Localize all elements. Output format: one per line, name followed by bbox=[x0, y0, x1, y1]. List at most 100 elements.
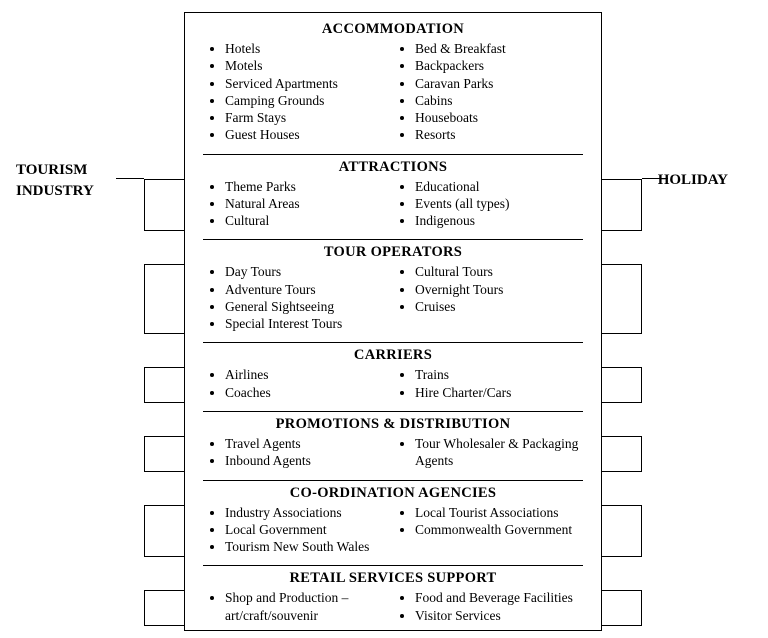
left-bracket bbox=[144, 264, 184, 334]
list-item: Local Government bbox=[225, 521, 393, 538]
list-item: Trains bbox=[415, 366, 583, 383]
section-title-retail-services-support: RETAIL SERVICES SUPPORT bbox=[203, 570, 583, 587]
section-accommodation: ACCOMMODATION HotelsMotelsServiced Apartm… bbox=[185, 21, 601, 148]
list-item: Travel Agents bbox=[225, 435, 393, 452]
list-item: Hotels bbox=[225, 40, 393, 57]
section-columns: Travel AgentsInbound Agents Tour Wholesal… bbox=[203, 435, 583, 470]
section-tour-operators: TOUR OPERATORS Day ToursAdventure ToursGe… bbox=[185, 244, 601, 336]
list-item: Commonwealth Government bbox=[415, 521, 583, 538]
right-bracket bbox=[602, 264, 642, 334]
list: Shop and Production – art/craft/souvenir bbox=[203, 589, 393, 624]
list-item: Day Tours bbox=[225, 263, 393, 280]
list-item: Cabins bbox=[415, 92, 583, 109]
section-accommodation-col2: Bed & BreakfastBackpackersCaravan ParksC… bbox=[393, 40, 583, 144]
list-item: Tour Wholesaler & Packaging Agents bbox=[415, 435, 583, 470]
right-bracket bbox=[602, 367, 642, 403]
list-item: Guest Houses bbox=[225, 126, 393, 143]
list: HotelsMotelsServiced ApartmentsCamping G… bbox=[203, 40, 393, 144]
left-label-line2: INDUSTRY bbox=[16, 181, 94, 202]
section-accommodation-col1: HotelsMotelsServiced ApartmentsCamping G… bbox=[203, 40, 393, 144]
section-retail-services-support-col1: Shop and Production – art/craft/souvenir bbox=[203, 589, 393, 624]
right-label: HOLIDAY bbox=[658, 170, 728, 191]
section-coordination-agencies-col1: Industry AssociationsLocal GovernmentTou… bbox=[203, 504, 393, 556]
section-title-coordination-agencies: CO-ORDINATION AGENCIES bbox=[203, 485, 583, 502]
list: Industry AssociationsLocal GovernmentTou… bbox=[203, 504, 393, 556]
list-item: Food and Beverage Facilities bbox=[415, 589, 583, 606]
list-item: Camping Grounds bbox=[225, 92, 393, 109]
section-carriers-col1: AirlinesCoaches bbox=[203, 366, 393, 401]
section-title-tour-operators: TOUR OPERATORS bbox=[203, 244, 583, 261]
list-item: Natural Areas bbox=[225, 195, 393, 212]
list: AirlinesCoaches bbox=[203, 366, 393, 401]
section-attractions: ATTRACTIONS Theme ParksNatural AreasCultu… bbox=[185, 159, 601, 234]
section-tour-operators-col1: Day ToursAdventure ToursGeneral Sightsee… bbox=[203, 263, 393, 332]
left-bracket bbox=[144, 590, 184, 626]
section-retail-services-support-col2: Food and Beverage FacilitiesVisitor Serv… bbox=[393, 589, 583, 624]
section-divider bbox=[203, 239, 583, 240]
section-retail-services-support: RETAIL SERVICES SUPPORT Shop and Producti… bbox=[185, 570, 601, 628]
right-bracket bbox=[602, 505, 642, 558]
right-bracket bbox=[602, 436, 642, 472]
list-item: Tourism New South Wales bbox=[225, 538, 393, 555]
list-item: Cultural bbox=[225, 212, 393, 229]
list-item: Events (all types) bbox=[415, 195, 583, 212]
list-item: Industry Associations bbox=[225, 504, 393, 521]
list: Local Tourist AssociationsCommonwealth G… bbox=[393, 504, 583, 539]
left-label: TOURISM INDUSTRY bbox=[16, 160, 94, 202]
section-coordination-agencies: CO-ORDINATION AGENCIES Industry Associati… bbox=[185, 485, 601, 560]
section-columns: Industry AssociationsLocal GovernmentTou… bbox=[203, 504, 583, 556]
list-item: Local Tourist Associations bbox=[415, 504, 583, 521]
list-item: Houseboats bbox=[415, 109, 583, 126]
list-item: Backpackers bbox=[415, 57, 583, 74]
section-divider bbox=[203, 565, 583, 566]
section-divider bbox=[203, 342, 583, 343]
list-item: Bed & Breakfast bbox=[415, 40, 583, 57]
right-connector-line bbox=[642, 178, 668, 179]
list-item: Educational bbox=[415, 178, 583, 195]
section-promotions-distribution-col2: Tour Wholesaler & Packaging Agents bbox=[393, 435, 583, 470]
section-carriers: CARRIERSAirlinesCoachesTrainsHire Charte… bbox=[185, 347, 601, 405]
section-coordination-agencies-col2: Local Tourist AssociationsCommonwealth G… bbox=[393, 504, 583, 556]
list: Day ToursAdventure ToursGeneral Sightsee… bbox=[203, 263, 393, 332]
section-title-accommodation: ACCOMMODATION bbox=[203, 21, 583, 38]
list: Travel AgentsInbound Agents bbox=[203, 435, 393, 470]
left-bracket bbox=[144, 367, 184, 403]
list-item: Caravan Parks bbox=[415, 75, 583, 92]
list-item: Special Interest Tours bbox=[225, 315, 393, 332]
main-diagram-box: ACCOMMODATION HotelsMotelsServiced Apartm… bbox=[184, 12, 602, 631]
section-attractions-col2: EducationalEvents (all types)Indigenous bbox=[393, 178, 583, 230]
section-promotions-distribution-col1: Travel AgentsInbound Agents bbox=[203, 435, 393, 470]
list: Cultural ToursOvernight ToursCruises bbox=[393, 263, 583, 315]
list-item: Visitor Services bbox=[415, 607, 583, 624]
left-label-line1: TOURISM bbox=[16, 160, 94, 181]
list-item: Farm Stays bbox=[225, 109, 393, 126]
section-columns: Day ToursAdventure ToursGeneral Sightsee… bbox=[203, 263, 583, 332]
section-columns: Theme ParksNatural AreasCulturalEducatio… bbox=[203, 178, 583, 230]
right-bracket bbox=[602, 179, 642, 232]
list: EducationalEvents (all types)Indigenous bbox=[393, 178, 583, 230]
left-bracket bbox=[144, 179, 184, 232]
list-item: Serviced Apartments bbox=[225, 75, 393, 92]
list-item: Airlines bbox=[225, 366, 393, 383]
list: TrainsHire Charter/Cars bbox=[393, 366, 583, 401]
right-bracket bbox=[602, 590, 642, 626]
section-title-attractions: ATTRACTIONS bbox=[203, 159, 583, 176]
list-item: Cruises bbox=[415, 298, 583, 315]
section-divider bbox=[203, 154, 583, 155]
section-tour-operators-col2: Cultural ToursOvernight ToursCruises bbox=[393, 263, 583, 332]
list-item: Adventure Tours bbox=[225, 281, 393, 298]
list-item: Indigenous bbox=[415, 212, 583, 229]
section-carriers-col2: TrainsHire Charter/Cars bbox=[393, 366, 583, 401]
left-connector-line bbox=[116, 178, 144, 179]
list-item: Overnight Tours bbox=[415, 281, 583, 298]
list: Theme ParksNatural AreasCultural bbox=[203, 178, 393, 230]
section-promotions-distribution: PROMOTIONS & DISTRIBUTIONTravel AgentsIn… bbox=[185, 416, 601, 474]
section-columns: Shop and Production – art/craft/souvenir… bbox=[203, 589, 583, 624]
left-bracket bbox=[144, 436, 184, 472]
section-attractions-col1: Theme ParksNatural AreasCultural bbox=[203, 178, 393, 230]
right-label-text: HOLIDAY bbox=[658, 172, 728, 188]
list-item: General Sightseeing bbox=[225, 298, 393, 315]
list-item: Resorts bbox=[415, 126, 583, 143]
list-item: Inbound Agents bbox=[225, 452, 393, 469]
section-columns: AirlinesCoachesTrainsHire Charter/Cars bbox=[203, 366, 583, 401]
